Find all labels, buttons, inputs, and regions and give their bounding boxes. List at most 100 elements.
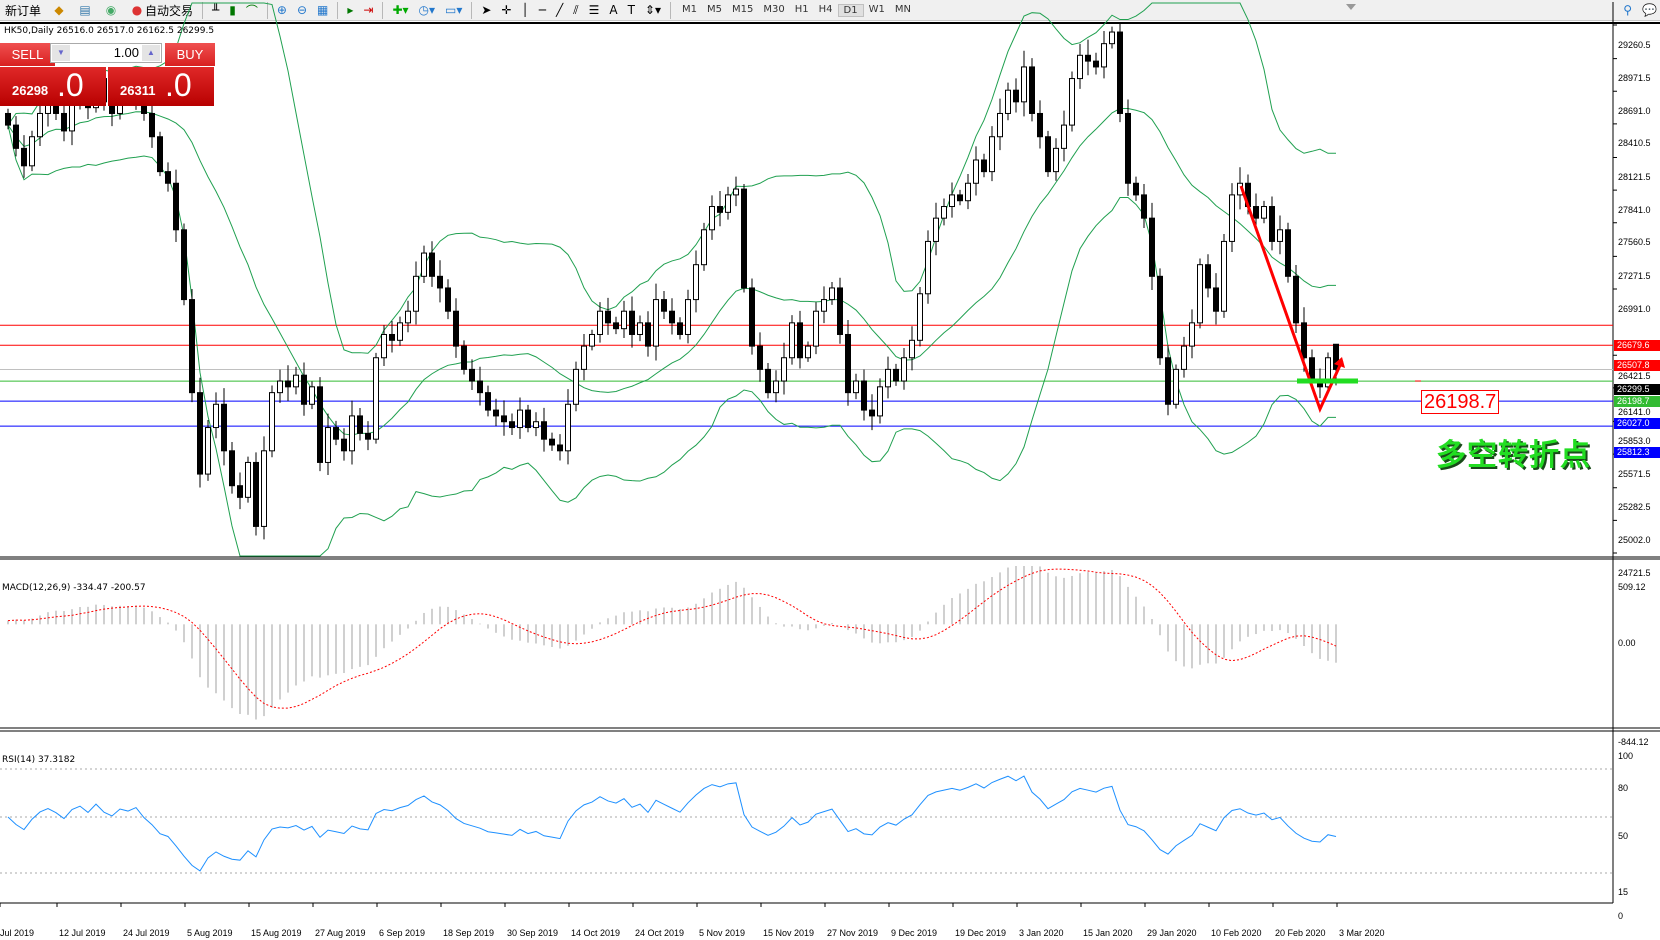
candle-bear [437, 275, 443, 289]
price-level-label: 26027.0 [1614, 417, 1660, 429]
candle-bull [373, 357, 379, 440]
text-label-icon[interactable]: T [627, 3, 635, 17]
candle-bull [1053, 147, 1059, 173]
price-axis-label: 25853.0 [1618, 435, 1651, 446]
arrows-icon[interactable]: ⇕▾ [644, 3, 661, 17]
candle-bear [717, 206, 723, 213]
lot-decrease-button[interactable]: ▼ [52, 45, 70, 61]
trendline-icon[interactable]: ╱ [556, 3, 564, 17]
candle-bear [557, 444, 563, 452]
turning-point-annotation[interactable]: 多空转折点 [1436, 438, 1591, 473]
candle-bull [381, 333, 387, 359]
date-axis-label: 19 Dec 2019 [955, 928, 1007, 938]
candle-bear [669, 310, 675, 324]
timeframe-h4[interactable]: H4 [818, 3, 833, 15]
tile-windows-icon[interactable]: ▦ [317, 3, 329, 17]
rsi-label: RSI(14) 37.3182 [2, 755, 76, 765]
indicators-icon[interactable]: ✚▾ [392, 3, 409, 17]
candle-bear [493, 409, 499, 417]
auto-trading-button[interactable]: ● 自动交易 [126, 1, 196, 20]
price-annotation-label[interactable]: 26198.7 [1421, 390, 1500, 414]
date-axis-label: 15 Jan 2020 [1083, 928, 1133, 938]
candle-bear [1149, 217, 1155, 277]
price-axis-label: 27271.5 [1618, 270, 1651, 281]
line-chart-icon[interactable]: ⌒ [245, 3, 258, 18]
candle-bear [189, 299, 195, 394]
candle-bull [773, 380, 779, 394]
date-axis-label: 15 Nov 2019 [763, 928, 815, 938]
chart-canvas[interactable] [0, 2, 1660, 920]
periods-icon[interactable]: ◷▾ [418, 3, 436, 17]
new-order-button[interactable]: 新订单 [5, 3, 42, 18]
price-axis-label: 24721.5 [1618, 567, 1651, 578]
timeframe-mn[interactable]: MN [894, 3, 911, 15]
date-axis-label: 12 Jul 2019 [59, 928, 106, 938]
signals-icon[interactable]: ◉ [105, 3, 117, 17]
vertical-line-icon[interactable]: │ [521, 3, 529, 17]
candle-bull [733, 188, 739, 196]
candle-bear [741, 188, 747, 289]
candle-bull [1109, 31, 1115, 45]
timeframe-m1[interactable]: M1 [682, 3, 697, 15]
chart-shift-icon[interactable]: ⇥ [363, 3, 374, 17]
bar-chart-icon[interactable]: ╨ [212, 3, 220, 17]
candle-bear [229, 450, 235, 487]
navigator-icon[interactable]: ▤ [79, 3, 91, 17]
candlestick-icon[interactable]: ▮ [229, 3, 236, 17]
candle-bear [509, 421, 515, 429]
buy-button[interactable]: BUY [165, 43, 215, 66]
candle-bull [653, 299, 659, 347]
text-icon[interactable]: A [609, 3, 618, 17]
crosshair-icon[interactable]: ✛ [501, 3, 512, 17]
candle-bull [885, 368, 891, 388]
candle-bear [173, 182, 179, 231]
chat-icon[interactable]: 💬 [1642, 3, 1657, 17]
autoscroll-icon[interactable]: ▸ [347, 3, 354, 17]
candle-bear [13, 124, 19, 149]
templates-icon[interactable]: ▭▾ [445, 3, 463, 17]
candle-bull [821, 299, 827, 312]
buy-price-box[interactable]: 26311 .0 [108, 67, 214, 106]
equidistant-channel-icon[interactable]: ⫽ [573, 2, 579, 17]
candle-bull [397, 322, 403, 341]
candle-bear [837, 287, 843, 335]
zoom-in-icon[interactable]: ⊕ [276, 3, 287, 17]
candle-bear [461, 345, 467, 370]
lot-size-input[interactable]: ▼ 1.00 ▲ [50, 43, 162, 63]
timeframe-h1[interactable]: H1 [794, 3, 809, 15]
candle-bull [405, 310, 411, 324]
timeframe-w1[interactable]: W1 [868, 3, 885, 15]
history-icon[interactable]: ◆ [54, 3, 64, 17]
price-axis-label: 29260.5 [1618, 39, 1651, 50]
macd-histogram [7, 566, 1337, 720]
timeframe-m5[interactable]: M5 [707, 3, 722, 15]
candle-bull [853, 380, 859, 394]
candle-bear [5, 112, 11, 126]
timeframe-m15[interactable]: M15 [732, 3, 754, 15]
horizontal-line-icon[interactable]: ─ [538, 3, 546, 17]
candle-bear [501, 415, 507, 423]
cursor-icon[interactable]: ➤ [481, 3, 492, 17]
timeframe-d1[interactable]: D1 [837, 3, 864, 17]
candle-bull [1061, 124, 1067, 149]
zoom-out-icon[interactable]: ⊖ [296, 3, 308, 17]
candle-bear [61, 112, 67, 132]
timeframe-m30[interactable]: M30 [763, 3, 785, 15]
fibonacci-icon[interactable]: ☰ [588, 3, 600, 17]
candle-bull [1173, 368, 1179, 405]
candle-bear [1253, 206, 1259, 219]
candle-bull [989, 136, 995, 173]
candle-bear [1157, 275, 1163, 359]
sell-price-box[interactable]: 26298 .0 [0, 67, 106, 106]
candle-bull [205, 427, 211, 475]
candle-bull [789, 322, 795, 359]
candle-bear [1141, 194, 1147, 219]
date-axis-label: 27 Nov 2019 [827, 928, 879, 938]
lot-increase-button[interactable]: ▲ [142, 45, 160, 61]
candle-bull [269, 392, 275, 452]
candle-bear [1117, 31, 1123, 114]
search-icon[interactable]: ⚲ [1623, 3, 1633, 17]
sell-button[interactable]: SELL [0, 43, 55, 66]
candle-bull [933, 217, 939, 242]
